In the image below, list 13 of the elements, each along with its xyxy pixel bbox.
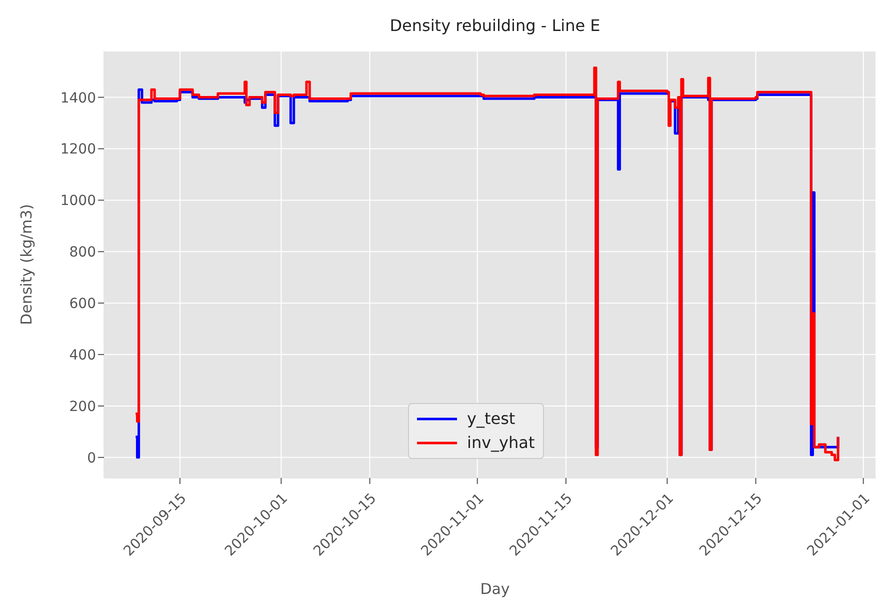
y-tick-label: 1400	[60, 90, 96, 106]
legend-label: inv_yhat	[467, 432, 535, 454]
x-axis-title: Day	[479, 580, 511, 598]
y-tick-label: 1000	[60, 193, 96, 210]
y-tick-label: 200	[69, 398, 96, 415]
chart-title: Density rebuilding - Line E	[388, 16, 602, 35]
y-tick-label: 800	[69, 244, 96, 261]
y-tick-label: 1200	[60, 142, 96, 158]
y-tick-label: 600	[69, 296, 96, 312]
legend-label: y_test	[467, 408, 516, 430]
y-tick-label: 0	[87, 450, 96, 466]
y-axis-title: Density (kg/m3)	[17, 204, 36, 325]
y-tick-label: 400	[69, 348, 96, 364]
